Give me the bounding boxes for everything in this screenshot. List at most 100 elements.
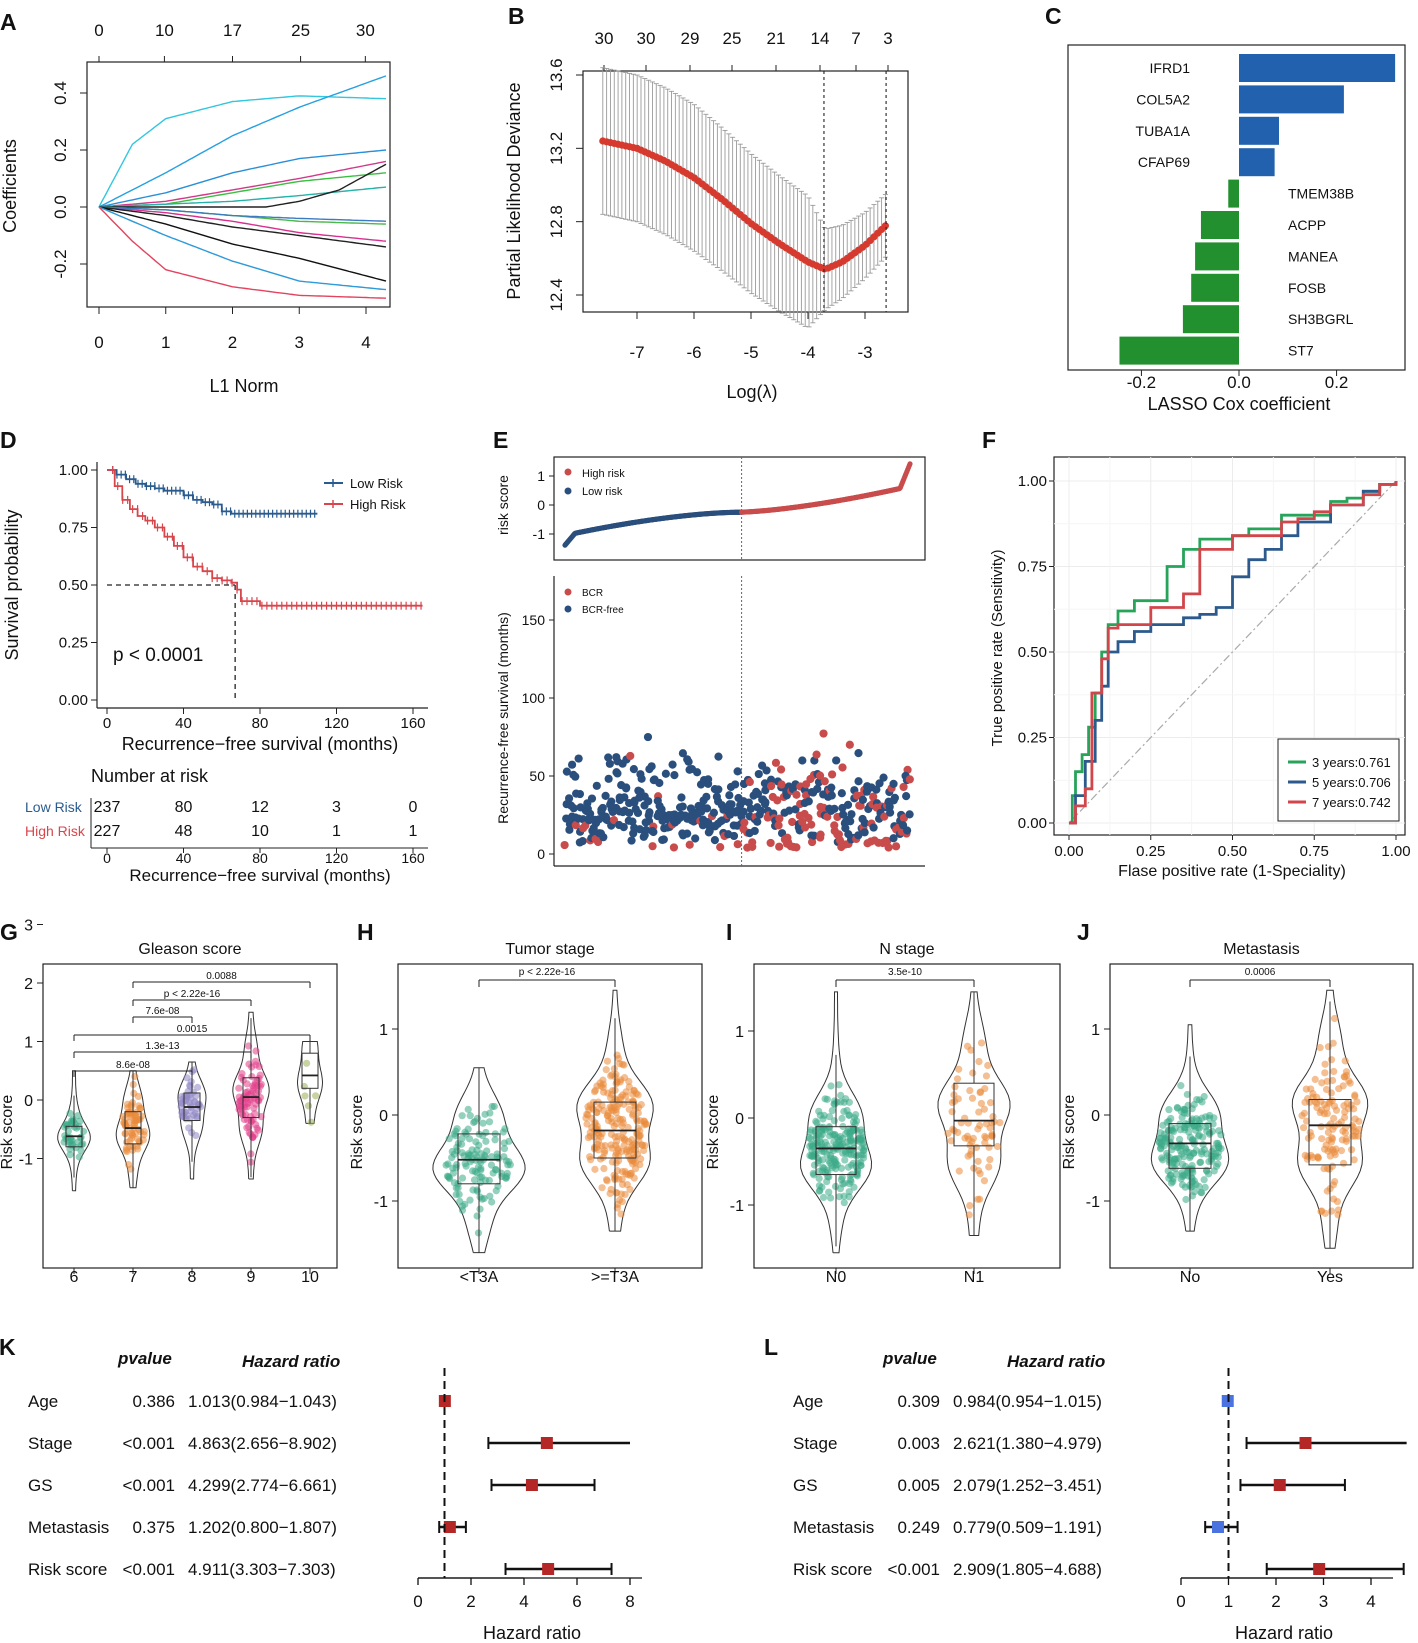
data-point [599, 1153, 607, 1162]
risk-count-low: 237 [94, 799, 121, 816]
hr-marker [542, 1563, 555, 1575]
y-tick-label: -1 [533, 526, 546, 542]
data-point [832, 1161, 840, 1169]
data-point [479, 1119, 487, 1127]
data-point [981, 1085, 989, 1093]
data-point [502, 1174, 510, 1182]
survival-point [827, 791, 836, 800]
survival-point [785, 806, 794, 815]
row-pvalue: <0.001 [888, 1560, 940, 1579]
survival-point [889, 779, 898, 788]
survival-point [670, 770, 679, 780]
data-point [466, 1112, 474, 1120]
data-point [487, 1161, 496, 1169]
legend-label-high: High risk [582, 468, 625, 480]
survival-point [575, 789, 585, 799]
data-point [985, 1163, 993, 1171]
data-point [860, 1146, 868, 1154]
legend-dot [564, 588, 572, 596]
survival-point [612, 753, 621, 762]
data-point [248, 1073, 256, 1081]
data-point [1341, 1129, 1350, 1137]
coef-path [98, 172, 387, 208]
data-point [74, 1112, 82, 1120]
data-point [944, 1129, 952, 1138]
survival-point [587, 794, 597, 803]
coef-bar [1239, 148, 1275, 177]
data-point [975, 1057, 983, 1066]
legend-dot [564, 605, 572, 613]
violin-outline [576, 989, 654, 1232]
x-tick-label: 7 [129, 1269, 138, 1286]
data-point [607, 1094, 615, 1102]
data-point [1158, 1154, 1166, 1162]
data-point [618, 1197, 626, 1206]
survival-point [619, 822, 628, 832]
panel-letter-I: I [726, 919, 732, 945]
survival-point [691, 834, 700, 843]
data-point [977, 1039, 986, 1047]
survival-point [668, 760, 677, 769]
data-point [1168, 1146, 1176, 1154]
x-tick-label: 0 [103, 715, 111, 732]
survival-point [620, 793, 629, 802]
risk-count-high: 1 [332, 823, 341, 840]
survival-point [823, 812, 832, 821]
data-point [598, 1184, 606, 1192]
data-point [613, 1204, 622, 1212]
data-point [620, 1136, 629, 1144]
legend-label-high: High Risk [350, 497, 406, 512]
data-point [599, 1080, 607, 1088]
survival-point [628, 817, 637, 826]
data-point [974, 1125, 982, 1133]
data-point [591, 1086, 599, 1095]
data-point [1340, 1102, 1348, 1110]
data-point [841, 1156, 849, 1164]
gene-label: MANEA [1288, 248, 1338, 264]
survival-point [813, 784, 822, 794]
data-point [1353, 1098, 1361, 1106]
data-point [1165, 1106, 1173, 1114]
survival-point [854, 748, 863, 758]
x-tick-label: -0.2 [1127, 373, 1156, 392]
x-tick-label: N0 [826, 1269, 847, 1286]
data-point [598, 1142, 606, 1150]
data-point [859, 1140, 867, 1148]
data-point [955, 1167, 963, 1175]
panel-b-frame [582, 70, 909, 313]
survival-point [886, 808, 895, 817]
data-point [303, 1059, 311, 1067]
survival-point [885, 802, 894, 811]
data-point [838, 1173, 846, 1181]
data-point [122, 1144, 131, 1152]
x-tick-label: 0.50 [1218, 843, 1247, 860]
panel-title: Metastasis [1223, 941, 1299, 958]
risk-count-high: 48 [175, 823, 193, 840]
data-point [304, 1102, 313, 1110]
data-point [1339, 1159, 1348, 1167]
survival-point [761, 786, 770, 795]
survival-point [567, 760, 577, 769]
gene-label: TUBA1A [1136, 123, 1191, 139]
data-point [984, 1061, 992, 1070]
survival-point [872, 785, 881, 794]
x-tick-label: 40 [175, 715, 192, 732]
data-point [847, 1178, 855, 1186]
data-point [1156, 1138, 1164, 1146]
data-point [251, 1131, 259, 1139]
y-tick-label: -1 [730, 1198, 744, 1215]
data-point [301, 1092, 309, 1100]
survival-point [798, 756, 807, 765]
data-point [625, 1083, 633, 1091]
x-axis-label: Flase positive rate (1-Speciality) [1118, 863, 1346, 880]
panel-letter-A: A [0, 9, 17, 35]
data-point [65, 1138, 73, 1146]
x-tick-label: 1.00 [1381, 843, 1410, 860]
coef-path [98, 206, 387, 299]
legend-label: 3 years:0.761 [1312, 755, 1391, 770]
data-point [612, 1120, 620, 1128]
data-point [816, 1186, 824, 1195]
x-axis-label: Hazard ratio [1235, 1623, 1333, 1643]
top-tick-label: 30 [356, 21, 375, 40]
data-point [465, 1135, 474, 1143]
